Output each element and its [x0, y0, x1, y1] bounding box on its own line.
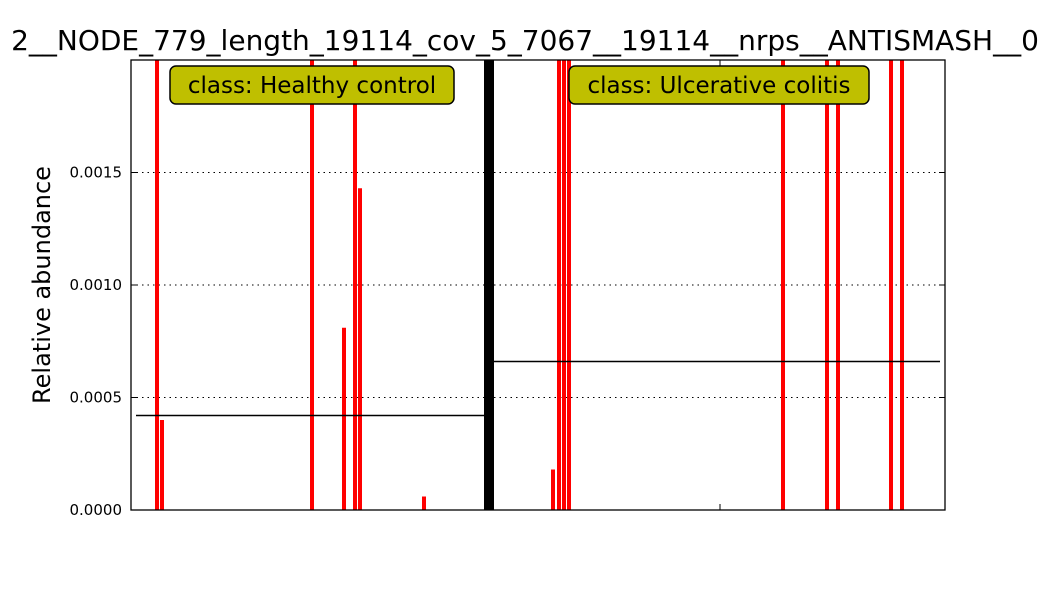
- y-tick-label: 0.0015: [70, 164, 123, 182]
- bar: [900, 60, 904, 510]
- bar: [836, 60, 840, 510]
- bar: [353, 60, 357, 510]
- bar: [889, 60, 893, 510]
- y-axis: 0.0000 0.0005 0.0010 0.0015: [70, 60, 945, 519]
- y-tick-label: 0.0000: [70, 501, 123, 519]
- class-label-box: [169, 65, 455, 105]
- bar: [825, 60, 829, 510]
- y-tick-label: 0.0005: [70, 389, 123, 407]
- class-label: class: Healthy control: [188, 73, 436, 99]
- bars: [155, 60, 904, 510]
- bar: [557, 60, 561, 510]
- bar: [310, 60, 314, 510]
- class-label: class: Ulcerative colitis: [587, 73, 850, 99]
- bar: [358, 188, 362, 510]
- class-label-box: [568, 65, 870, 105]
- gridlines: [131, 172, 945, 398]
- bar: [342, 327, 346, 510]
- bar: [551, 469, 555, 510]
- group-divider: [484, 60, 494, 510]
- bar: [567, 60, 571, 510]
- bar: [781, 60, 785, 510]
- bar: [160, 420, 164, 510]
- group-mean-lines: [136, 60, 940, 510]
- y-tick-label: 0.0010: [70, 276, 123, 294]
- chart-title: 2__NODE_779_length_19114_cov_5_7067__191…: [11, 24, 1039, 57]
- class-labels: class: Healthy control class: Ulcerative …: [169, 65, 870, 105]
- bar: [422, 496, 426, 510]
- bar: [155, 60, 159, 510]
- bar: [562, 60, 566, 510]
- y-axis-label: Relative abundance: [28, 166, 56, 404]
